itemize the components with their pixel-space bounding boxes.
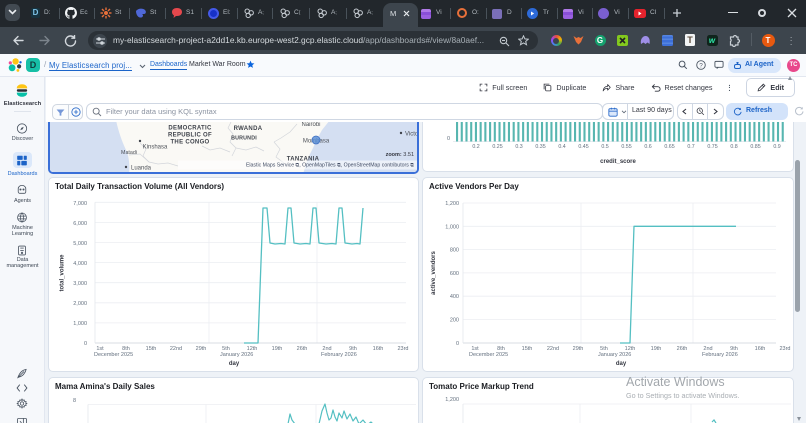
svg-text:2,000: 2,000 (73, 301, 87, 307)
svg-text:0.5: 0.5 (601, 144, 608, 150)
svg-text:15th: 15th (146, 346, 157, 352)
svg-text:Nairobi: Nairobi (301, 122, 320, 128)
svg-text:1,000: 1,000 (445, 224, 459, 230)
svg-text:0.55: 0.55 (621, 144, 631, 150)
svg-text:0.6: 0.6 (644, 144, 651, 150)
svg-text:THE CONGO: THE CONGO (170, 140, 209, 146)
svg-text:23rd: 23rd (779, 346, 790, 352)
svg-text:800: 800 (450, 248, 459, 254)
svg-text:5th: 5th (222, 346, 230, 352)
svg-text:day: day (616, 361, 627, 367)
svg-text:day: day (229, 361, 240, 367)
svg-text:Matadi: Matadi (121, 150, 137, 156)
svg-text:29th: 29th (573, 346, 584, 352)
svg-text:DEMOCRATIC: DEMOCRATIC (168, 126, 212, 132)
svg-text:February 2026: February 2026 (702, 352, 738, 358)
svg-text:credit_score: credit_score (600, 159, 636, 165)
svg-text:19th: 19th (272, 346, 283, 352)
svg-text:Victo: Victo (405, 132, 417, 138)
svg-text:0.4: 0.4 (558, 144, 565, 150)
svg-text:2nd: 2nd (322, 346, 331, 352)
svg-text:19th: 19th (651, 346, 662, 352)
svg-text:5th: 5th (600, 346, 608, 352)
svg-text:REPUBLIC OF: REPUBLIC OF (168, 133, 212, 139)
svg-text:0: 0 (447, 136, 450, 142)
svg-text:1,000: 1,000 (73, 321, 87, 327)
svg-text:BURUNDI: BURUNDI (231, 136, 257, 142)
svg-text:400: 400 (450, 294, 459, 300)
svg-text:22nd: 22nd (170, 346, 182, 352)
svg-text:15th: 15th (522, 346, 533, 352)
svg-text:12th: 12th (247, 346, 258, 352)
svg-text:1st: 1st (471, 346, 479, 352)
svg-text:23rd: 23rd (397, 346, 408, 352)
svg-text:Kinshasa: Kinshasa (143, 145, 168, 151)
svg-text:1,200: 1,200 (445, 397, 459, 403)
svg-text:0.7: 0.7 (687, 144, 694, 150)
svg-text:22nd: 22nd (547, 346, 559, 352)
svg-text:1,200: 1,200 (445, 201, 459, 207)
svg-text:26th: 26th (677, 346, 688, 352)
svg-text:1st: 1st (96, 346, 104, 352)
svg-text:0.45: 0.45 (578, 144, 588, 150)
svg-text:8: 8 (73, 398, 76, 404)
svg-text:29th: 29th (196, 346, 207, 352)
svg-text:?: ? (699, 62, 703, 69)
svg-text:8th: 8th (497, 346, 505, 352)
svg-text:0: 0 (84, 341, 87, 347)
svg-text:total_volume: total_volume (60, 254, 66, 292)
svg-text:4,000: 4,000 (73, 261, 87, 267)
svg-text:2nd: 2nd (703, 346, 712, 352)
svg-text:0.85: 0.85 (750, 144, 760, 150)
svg-text:0.65: 0.65 (664, 144, 674, 150)
svg-text:7,000: 7,000 (73, 201, 87, 207)
svg-text:9th: 9th (349, 346, 357, 352)
svg-text:0.9: 0.9 (773, 144, 780, 150)
svg-text:3,000: 3,000 (73, 281, 87, 287)
svg-text:0.35: 0.35 (535, 144, 545, 150)
svg-text:February 2026: February 2026 (321, 352, 357, 358)
svg-text:600: 600 (450, 271, 459, 277)
svg-text:0.2: 0.2 (472, 144, 479, 150)
svg-text:Luanda: Luanda (131, 166, 152, 172)
svg-text:26th: 26th (297, 346, 308, 352)
svg-text:December 2025: December 2025 (469, 352, 508, 358)
svg-text:January 2026: January 2026 (220, 352, 253, 358)
svg-text:January 2026: January 2026 (598, 352, 631, 358)
svg-text:9th: 9th (730, 346, 738, 352)
svg-text:12th: 12th (625, 346, 636, 352)
svg-text:8th: 8th (122, 346, 130, 352)
svg-text:16th: 16th (373, 346, 384, 352)
svg-text:0.8: 0.8 (730, 144, 737, 150)
svg-text:16th: 16th (755, 346, 766, 352)
svg-text:RWANDA: RWANDA (234, 126, 263, 132)
svg-text:5,000: 5,000 (73, 241, 87, 247)
svg-text:0.25: 0.25 (492, 144, 502, 150)
svg-text:TANZANIA: TANZANIA (287, 157, 320, 163)
svg-text:Elastic Maps Service ⧉, OpenM: Elastic Maps Service ⧉, OpenMapTiles ⧉, … (246, 163, 414, 169)
svg-text:0.75: 0.75 (707, 144, 717, 150)
svg-text:zoom: 3.51: zoom: 3.51 (386, 152, 414, 158)
svg-text:active_vendors: active_vendors (431, 250, 437, 294)
svg-text:200: 200 (450, 318, 459, 324)
svg-text:0.3: 0.3 (515, 144, 522, 150)
svg-text:0: 0 (456, 341, 459, 347)
svg-text:6,000: 6,000 (73, 221, 87, 227)
svg-text:December 2025: December 2025 (94, 352, 133, 358)
